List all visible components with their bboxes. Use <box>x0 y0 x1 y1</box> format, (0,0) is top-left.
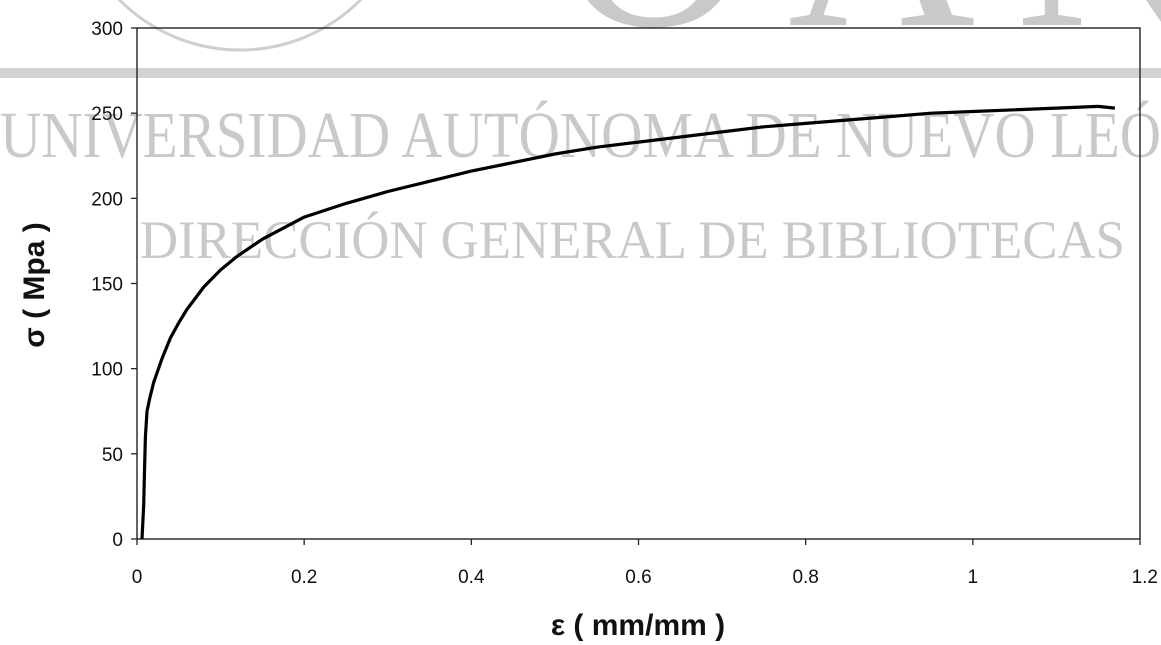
x-axis: 0 0.2 0.4 0.6 0.8 1 1.2 <box>132 539 1158 588</box>
y-axis: 0 50 100 150 200 250 300 <box>91 19 137 551</box>
watermark-band <box>0 68 1161 78</box>
x-tick-label: 0 <box>132 567 143 588</box>
watermark: OAN UNIVERSIDAD AUTÓNOMA DE NUEVO LEÓ DI… <box>0 0 1161 270</box>
y-tick-label: 100 <box>91 360 123 381</box>
watermark-line-2: DIRECCIÓN GENERAL DE BIBLIOTECAS <box>140 210 1125 270</box>
y-tick-label: 300 <box>91 19 123 40</box>
y-tick-label: 200 <box>91 189 123 210</box>
y-tick-label: 50 <box>102 445 123 466</box>
y-tick-label: 250 <box>91 104 123 125</box>
x-tick-label: 1 <box>968 567 979 588</box>
x-axis-title: ε ( mm/mm ) <box>551 609 725 642</box>
x-tick-label: 0.4 <box>458 567 485 588</box>
x-tick-label: 0.2 <box>291 567 317 588</box>
x-tick-label: 0.8 <box>792 567 818 588</box>
watermark-seal-arc <box>117 0 363 52</box>
series-layer <box>140 104 1116 540</box>
y-axis-title: σ ( Mpa ) <box>18 222 51 348</box>
x-tick-label: 1.2 <box>1132 567 1158 588</box>
series-line-0 <box>140 104 1116 540</box>
x-tick-label: 0.6 <box>625 567 651 588</box>
y-tick-label: 150 <box>91 275 123 296</box>
y-tick-label: 0 <box>112 530 123 551</box>
